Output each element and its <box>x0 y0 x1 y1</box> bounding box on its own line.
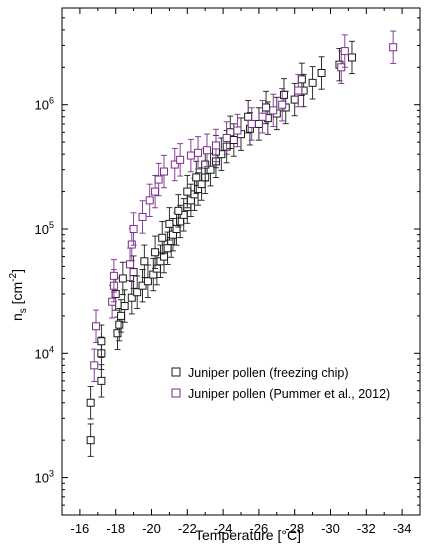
data-point <box>278 100 287 109</box>
data-point <box>244 112 253 121</box>
data-point <box>279 90 288 99</box>
data-layer <box>86 30 398 457</box>
legend-marker <box>171 388 181 398</box>
data-point <box>126 260 135 269</box>
y-axis-title: ns [cm-2] <box>8 269 29 321</box>
data-point <box>160 167 169 176</box>
data-point <box>194 148 203 157</box>
data-point <box>151 248 160 257</box>
data-point <box>229 136 238 145</box>
y-axis-title-main: n <box>9 313 25 321</box>
data-point <box>138 281 147 290</box>
x-tick-label: -18 <box>106 521 125 536</box>
data-point <box>347 53 356 62</box>
x-tick-label: -28 <box>285 521 304 536</box>
y-axis-title-sub: s <box>18 308 29 313</box>
data-point <box>90 361 99 370</box>
data-point <box>86 398 95 407</box>
data-point <box>317 68 326 77</box>
data-point <box>290 95 299 104</box>
data-point <box>186 151 195 160</box>
data-point <box>165 219 174 228</box>
data-point <box>176 217 185 226</box>
data-point <box>389 43 398 52</box>
data-point <box>113 329 122 338</box>
x-tick-label: -30 <box>321 521 340 536</box>
data-point <box>183 187 192 196</box>
data-point <box>197 180 206 189</box>
data-point <box>176 155 185 164</box>
x-tick-label: -22 <box>178 521 197 536</box>
data-point <box>247 119 256 128</box>
data-point <box>117 311 126 320</box>
data-point <box>340 47 349 56</box>
data-point <box>111 289 120 298</box>
data-point <box>158 233 167 242</box>
data-point <box>297 75 306 84</box>
data-point <box>92 322 101 331</box>
data-point <box>206 165 215 174</box>
legend: Juniper pollen (freezing chip) Juniper po… <box>171 366 390 401</box>
x-tick-label: -20 <box>142 521 161 536</box>
plot-frame-layer <box>61 7 421 516</box>
data-point <box>154 175 163 184</box>
axis-layer: -16 -18 -20 -22 -24 -26 -28 -30 -32 -34 103 104 105 1… <box>35 7 420 536</box>
x-tick-label: -26 <box>250 521 269 536</box>
x-tick-label: -34 <box>393 521 412 536</box>
data-point <box>170 160 179 169</box>
data-point <box>308 78 317 87</box>
data-point <box>294 86 303 95</box>
y-tick-label: 103 <box>35 469 54 486</box>
legend-marker <box>171 367 181 377</box>
data-point <box>118 274 127 283</box>
data-point <box>151 187 160 196</box>
data-point <box>138 212 147 221</box>
data-point <box>211 141 220 150</box>
legend-label: Juniper pollen (freezing chip) <box>188 366 349 380</box>
data-point <box>145 196 154 205</box>
data-point <box>97 376 106 385</box>
data-point <box>109 271 118 280</box>
data-point <box>129 268 138 277</box>
data-point <box>192 173 201 182</box>
x-tick-label: -32 <box>357 521 376 536</box>
data-point <box>127 240 136 249</box>
data-point <box>222 133 231 142</box>
data-point <box>174 206 183 215</box>
data-point <box>97 337 106 346</box>
data-point <box>269 106 278 115</box>
data-point <box>143 277 152 286</box>
data-point <box>201 160 210 169</box>
x-tick-label: -16 <box>71 521 90 536</box>
data-point <box>129 225 138 234</box>
data-point <box>120 302 129 311</box>
data-point <box>258 112 267 121</box>
y-axis-title-unit-sup: -2 <box>8 272 19 281</box>
data-point <box>254 119 263 128</box>
y-axis-title-unit-post: ] <box>9 269 25 273</box>
data-point <box>133 288 142 297</box>
series-pummer-2012 <box>90 30 398 382</box>
data-point <box>202 146 211 155</box>
plot-frame <box>61 7 421 516</box>
data-point <box>127 293 136 302</box>
data-point <box>172 225 181 234</box>
x-axis-title: Temperature [°C] <box>195 527 301 543</box>
data-point <box>140 257 149 266</box>
legend-label: Juniper pollen (Pummer et al., 2012) <box>188 387 390 401</box>
data-point <box>262 103 271 112</box>
x-tick-label: -24 <box>214 521 233 536</box>
data-point <box>86 436 95 445</box>
data-point <box>233 126 242 135</box>
y-axis-title-unit-pre: [cm <box>9 282 25 308</box>
y-tick-label: 105 <box>35 220 54 237</box>
data-point <box>115 320 124 329</box>
y-tick-label: 104 <box>35 344 54 361</box>
y-tick-label: 106 <box>35 96 54 113</box>
